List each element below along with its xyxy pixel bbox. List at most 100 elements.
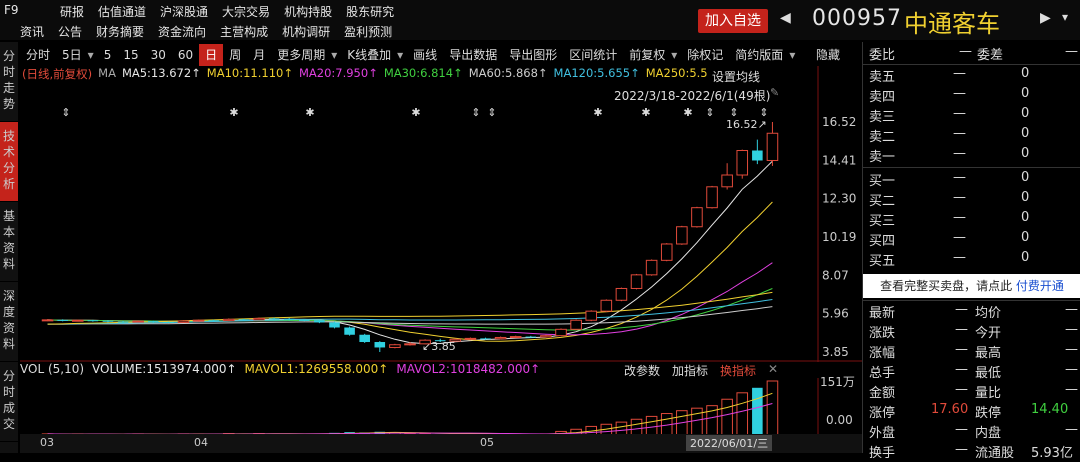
promo-link[interactable]: 付费开通 <box>1015 279 1064 293</box>
toolbar-item-11[interactable]: ▾ <box>331 48 338 62</box>
event-marker[interactable]: ✱ <box>305 106 314 119</box>
event-marker[interactable]: ✱ <box>641 106 650 119</box>
sell-price: — <box>953 126 966 141</box>
y-tick-label: 16.52 <box>822 115 856 129</box>
buy-price: — <box>953 170 966 185</box>
event-marker[interactable]: ✱ <box>593 106 602 119</box>
event-marker[interactable]: ⇕ <box>487 106 496 119</box>
event-marker[interactable]: ✱ <box>229 106 238 119</box>
quote-label: 量比 <box>975 386 1002 401</box>
volume-bar <box>752 387 763 435</box>
left-nav-item-0[interactable]: 分时走势 <box>0 42 18 122</box>
edit-params-button[interactable]: 改参数 <box>624 364 661 378</box>
left-nav-item-4[interactable]: 分时成交 <box>0 362 18 442</box>
buy-label: 买二 <box>869 194 896 209</box>
event-marker[interactable]: ⇕ <box>759 106 768 119</box>
volume-chart[interactable] <box>20 378 862 436</box>
quote-label: 均价 <box>975 306 1002 321</box>
toolbar-item-9[interactable]: 月 <box>253 48 266 62</box>
buy-row-4: 买五 — 0 <box>869 250 1079 270</box>
ma-legend-item-8: MA250:5.5 <box>645 66 708 80</box>
candle-body <box>344 327 355 335</box>
buy-price: — <box>953 230 966 245</box>
toolbar-item-16[interactable]: 导出图形 <box>509 48 558 62</box>
menu-item-r1-2[interactable]: 沪深股通 <box>160 5 209 19</box>
toolbar-item-8[interactable]: 周 <box>229 48 242 62</box>
toolbar-item-21[interactable]: 简约版面 <box>735 48 784 62</box>
event-marker[interactable]: ⇕ <box>61 106 70 119</box>
event-marker[interactable]: ⇕ <box>471 106 480 119</box>
candle-body <box>238 319 250 321</box>
menu-item-r2-2[interactable]: 财务摘要 <box>96 25 145 39</box>
ma-settings-button[interactable]: 设置均线 <box>712 70 761 84</box>
add-indicator-button[interactable]: 加指标 <box>672 364 709 378</box>
toolbar-item-6[interactable]: 60 <box>177 48 194 62</box>
menu-item-r2-5[interactable]: 机构调研 <box>282 25 331 39</box>
switch-indicator-button[interactable]: 换指标 <box>720 364 757 378</box>
event-marker[interactable]: ⇕ <box>729 106 738 119</box>
y-tick-label: 5.96 <box>822 307 849 321</box>
toolbar-item-22[interactable]: ▾ <box>789 48 796 62</box>
quote-row-4: 金额 — 量比 — <box>869 382 1079 402</box>
menu-item-r1-0[interactable]: 研报 <box>60 5 85 19</box>
promo-banner[interactable]: 查看完整买卖盘，请点此 付费开通 <box>863 274 1080 298</box>
next-stock-icon[interactable]: ▶ <box>1040 10 1051 26</box>
menu-item-r1-1[interactable]: 估值通道 <box>98 5 147 19</box>
divider <box>863 64 1080 65</box>
toolbar-item-3[interactable]: 5 <box>103 48 112 62</box>
toolbar-item-4[interactable]: 15 <box>123 48 139 62</box>
toolbar-item-0[interactable]: 分时 <box>26 48 51 62</box>
f9-label[interactable]: F9 <box>4 3 19 17</box>
toolbar-item-2[interactable]: ▾ <box>87 48 94 62</box>
toolbar-item-14[interactable]: 画线 <box>413 48 438 62</box>
menu-item-r2-6[interactable]: 盈利预测 <box>344 25 393 39</box>
toolbar-item-15[interactable]: 导出数据 <box>449 48 498 62</box>
toolbar-item-19[interactable]: ▾ <box>671 48 678 62</box>
close-icon[interactable]: ✕ <box>768 362 779 376</box>
toolbar-item-13[interactable]: ▾ <box>397 48 404 62</box>
menu-item-r1-5[interactable]: 股东研究 <box>346 5 395 19</box>
sell-row-2: 卖三 — 0 <box>869 106 1079 126</box>
event-marker[interactable]: ✱ <box>683 106 692 119</box>
hide-button[interactable]: 隐藏 <box>816 48 841 62</box>
candle-body <box>645 259 658 276</box>
menu-item-r2-4[interactable]: 主营构成 <box>220 25 269 39</box>
sell-volume: 0 <box>1021 86 1030 101</box>
pin-icon[interactable]: ✎ <box>770 86 780 99</box>
prev-stock-icon[interactable]: ◀ <box>780 10 791 26</box>
toolbar-item-10[interactable]: 更多周期 <box>277 48 326 62</box>
buy-row-1: 买二 — 0 <box>869 190 1079 210</box>
menu-item-r2-1[interactable]: 公告 <box>58 25 83 39</box>
toolbar-item-7[interactable]: 日 <box>199 44 224 66</box>
menu-item-r1-3[interactable]: 大宗交易 <box>222 5 271 19</box>
left-nav-item-3[interactable]: 深度资料 <box>0 282 18 362</box>
more-chevron-icon[interactable]: ▾ <box>1062 10 1069 24</box>
menu-item-r2-0[interactable]: 资讯 <box>20 25 45 39</box>
event-marker[interactable]: ✱ <box>411 106 420 119</box>
sell-volume: 0 <box>1021 106 1030 121</box>
menu-item-r1-4[interactable]: 机构持股 <box>284 5 333 19</box>
event-marker[interactable]: ⇕ <box>705 106 714 119</box>
x-axis: 03 04 05 2022/06/01/三 <box>20 434 862 453</box>
sell-volume: 0 <box>1021 126 1030 141</box>
volume-buttons: 改参数 加指标 换指标 ✕ <box>624 362 778 379</box>
quote-label: 内盘 <box>975 426 1002 441</box>
toolbar-item-18[interactable]: 前复权 <box>629 48 666 62</box>
add-watchlist-button[interactable]: 加入自选 <box>698 9 768 33</box>
kline-chart[interactable]: ⇕ ✱ ✱ ✱ ⇕ ⇕ ✱ ✱ ✱ ⇕ ⇕ ⇕16.52↗↙3.85 16.5214.4112.301… <box>20 66 862 362</box>
quote-value: — <box>1065 422 1078 437</box>
toolbar-item-1[interactable]: 5日 <box>62 48 82 62</box>
candle-body <box>540 335 552 338</box>
ma-legend-item-6: MA60:5.868↑ <box>468 66 548 80</box>
toolbar-item-12[interactable]: K线叠加 <box>347 48 392 62</box>
toolbar-item-20[interactable]: 除权记 <box>687 48 724 62</box>
toolbar-item-5[interactable]: 30 <box>150 48 166 62</box>
date-range: 2022/3/18-2022/6/1(49根) <box>614 89 771 103</box>
candle-body <box>177 320 190 323</box>
menu-item-r2-3[interactable]: 资金流向 <box>158 25 207 39</box>
left-nav-item-2[interactable]: 基本资料 <box>0 202 18 282</box>
left-nav-item-1[interactable]: 技术分析 <box>0 122 18 202</box>
toolbar-item-17[interactable]: 区间统计 <box>569 48 618 62</box>
divider <box>863 300 1080 301</box>
candle-body <box>706 186 718 209</box>
